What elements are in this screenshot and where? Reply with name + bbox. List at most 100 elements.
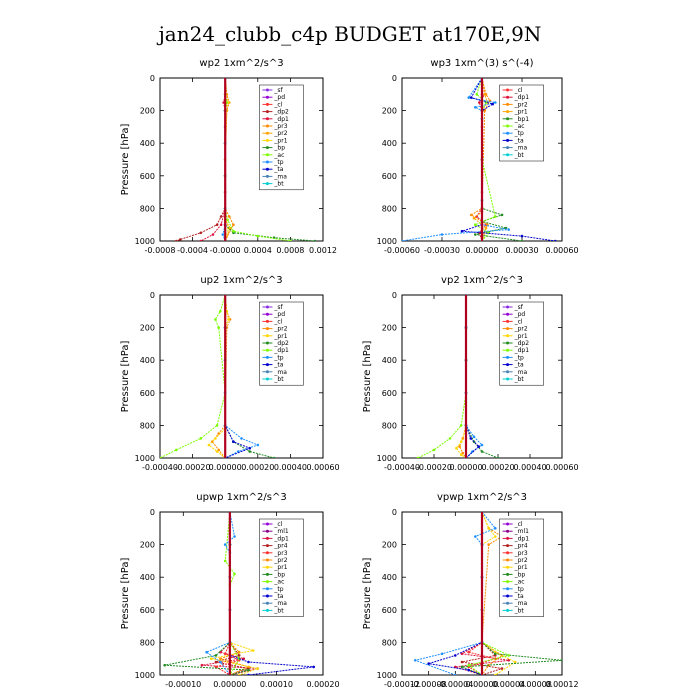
data-point (474, 535, 477, 538)
legend-marker (506, 580, 510, 584)
series-line-pr2 (211, 295, 231, 458)
legend-box (259, 84, 304, 191)
data-point (483, 109, 487, 112)
x-tick-label: 0.00020 (306, 680, 339, 689)
data-point (494, 101, 497, 104)
legend-label: _tp (273, 586, 283, 593)
data-point (247, 660, 250, 664)
x-tick-label: -0.00040 (142, 463, 178, 472)
x-tick-label: 0.00008 (519, 680, 552, 689)
data-point (227, 318, 230, 321)
y-axis-label: Pressure [hPa] (362, 558, 373, 630)
legend-marker (506, 319, 510, 323)
legend-label: _dp1 (514, 347, 530, 354)
series-line-tp (402, 78, 509, 241)
data-point (460, 229, 464, 233)
panel-title: up2 1xm^2/s^3 (200, 275, 282, 286)
data-point (214, 665, 218, 669)
data-point (507, 659, 511, 662)
series-group (160, 295, 276, 458)
legend-label: _dp1 (273, 535, 289, 542)
legend-label: _pr2 (514, 557, 528, 564)
data-point (199, 231, 203, 235)
y-tick-label: 1000 (377, 454, 397, 463)
data-point (467, 96, 471, 99)
data-point (199, 239, 203, 241)
legend-label: _sf (514, 304, 524, 311)
legend-marker (506, 124, 510, 128)
legend-marker (265, 167, 269, 171)
data-point (459, 453, 463, 457)
data-point (289, 239, 292, 241)
legend-marker (506, 131, 510, 135)
legend-label: _pr3 (273, 123, 287, 130)
legend-marker (506, 348, 510, 352)
legend-label: _tp (514, 130, 524, 137)
y-tick-label: 0 (392, 74, 397, 83)
legend-marker (265, 110, 269, 114)
data-point (217, 326, 220, 329)
y-tick-label: 800 (382, 421, 397, 430)
panel-title: wp2 1xm^2/s^3 (199, 58, 283, 69)
data-point (500, 213, 504, 217)
series-group (413, 512, 562, 675)
legend-label: _ac (273, 152, 284, 159)
legend-label: _pr1 (514, 109, 528, 116)
data-point (477, 445, 481, 448)
data-point (211, 233, 215, 236)
legend-label: _pr1 (273, 564, 287, 571)
y-tick-label: 200 (382, 324, 397, 333)
y-axis-label: Pressure [hPa] (120, 124, 131, 196)
data-point (207, 443, 211, 447)
y-tick-label: 0 (150, 508, 155, 517)
data-point (214, 660, 218, 664)
legend-label: _ta (514, 362, 524, 369)
legend-marker (265, 160, 269, 164)
legend-marker (506, 529, 510, 533)
y-tick-label: 0 (150, 291, 155, 300)
data-point (215, 450, 219, 453)
data-point (478, 101, 481, 104)
x-tick-label: 0.00000 (209, 463, 242, 472)
data-point (209, 657, 213, 660)
data-point (494, 535, 497, 538)
legend-label: _dp2 (273, 109, 289, 116)
data-point (160, 456, 162, 458)
legend-label: _dp1 (514, 94, 530, 101)
y-tick-label: 1000 (377, 671, 397, 680)
legend-marker (506, 558, 510, 562)
legend-marker (506, 601, 510, 605)
data-point (507, 654, 511, 657)
y-tick-label: 200 (140, 324, 155, 333)
data-point (440, 233, 444, 236)
legend-label: _pr1 (273, 137, 287, 144)
legend: _cl_ml1_dp1_pr4_pr3_pr2_pr1_bp_ac_tp_ta_… (499, 518, 544, 617)
legend-label: _pr1 (273, 333, 287, 340)
budget-panel-2: wp3 1xm^(3) s^(-4)02004006008001000-0.00… (377, 58, 579, 255)
legend-label: _ta (514, 137, 524, 144)
legend-label: _tp (273, 354, 283, 361)
data-point (219, 215, 223, 218)
plot-frame (159, 294, 324, 459)
legend-marker (265, 131, 269, 135)
data-point (226, 218, 229, 222)
legend-marker (506, 565, 510, 569)
legend-label: _pr4 (514, 543, 528, 550)
legend-label: _bt (514, 376, 525, 383)
legend-label: _bt (273, 181, 284, 188)
data-point (205, 650, 208, 654)
x-tick-label: 0.00040 (513, 463, 546, 472)
data-point (256, 667, 260, 670)
legend-marker (506, 153, 510, 157)
x-tick-label: -0.00010 (165, 680, 201, 689)
legend-marker (265, 327, 269, 331)
legend-label: _cl (514, 87, 523, 94)
data-point (475, 93, 479, 96)
y-tick-label: 1000 (377, 237, 397, 246)
x-tick-label: 0.00060 (545, 463, 578, 472)
data-point (459, 424, 463, 427)
series-line-pr1 (481, 512, 517, 675)
data-point (460, 652, 464, 656)
series-group (416, 295, 500, 458)
data-point (474, 223, 477, 226)
